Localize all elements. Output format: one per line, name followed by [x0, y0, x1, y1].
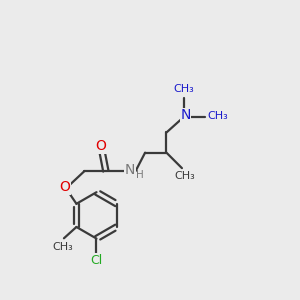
Text: H: H	[136, 170, 144, 180]
Text: Cl: Cl	[90, 254, 103, 267]
Text: N: N	[180, 108, 191, 122]
Text: O: O	[59, 180, 70, 194]
Text: CH₃: CH₃	[52, 242, 73, 252]
Text: CH₃: CH₃	[173, 84, 194, 94]
Text: O: O	[95, 139, 106, 153]
Text: N: N	[124, 163, 135, 177]
Text: CH₃: CH₃	[207, 110, 228, 121]
Text: CH₃: CH₃	[174, 171, 195, 181]
